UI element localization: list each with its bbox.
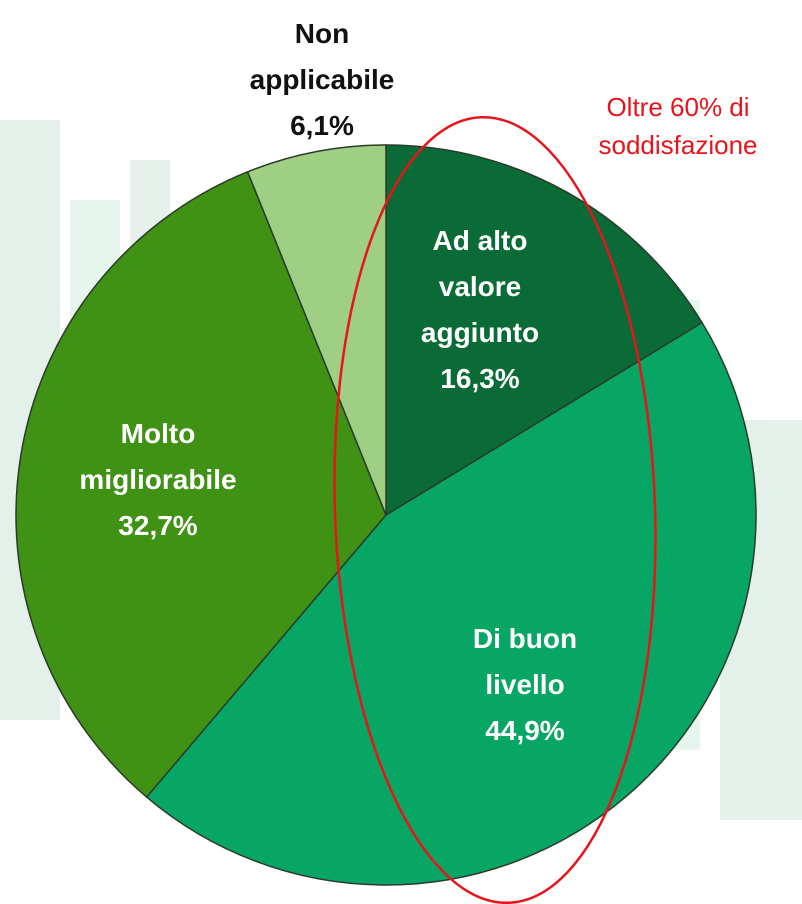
pie-slice — [145, 321, 757, 886]
slice-label: Molto migliorabile 32,7% — [53, 411, 263, 549]
pie-slice — [385, 144, 704, 517]
category-label: Non applicabile — [249, 18, 395, 95]
highlight-ellipse — [333, 115, 657, 904]
slice-label: Di buon livello 44,9% — [440, 616, 610, 754]
slice-label: Non applicabile 6,1% — [227, 11, 417, 149]
pie — [15, 144, 757, 886]
value-label: 6,1% — [290, 110, 354, 141]
category-label: Di buon livello — [472, 623, 578, 700]
value-label: 44,9% — [485, 715, 565, 746]
slice-label: Ad alto valore aggiunto 16,3% — [400, 218, 560, 402]
category-label: Ad alto valore aggiunto — [420, 225, 540, 348]
pie-slice — [15, 170, 387, 799]
value-label: 32,7% — [118, 510, 198, 541]
value-label: 16,3% — [440, 363, 520, 394]
category-label: Molto migliorabile — [79, 418, 237, 495]
annotation: Oltre 60% di soddisfazione — [598, 92, 758, 160]
pie-slice — [246, 144, 387, 516]
